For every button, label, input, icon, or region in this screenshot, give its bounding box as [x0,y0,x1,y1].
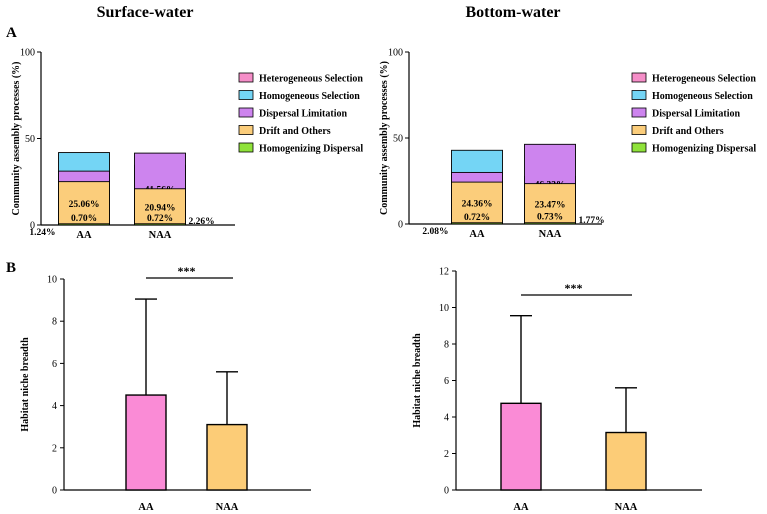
y-tick-label: 4 [444,413,449,424]
chart-bottom-water-stacked: 0 50 100 Community assembly processes (%) 2.… [379,48,756,241]
legend-label: Dispersal Limitation [652,109,740,120]
bar-segment [58,223,110,226]
y-tick-label: 8 [52,317,57,328]
y-tick-label: 10 [439,303,449,314]
bar-segment-label: 1.24% [29,228,55,238]
bar [206,423,248,491]
bar [605,431,647,491]
legend-label: Homogeneous Selection [652,91,753,102]
legend-swatch [631,125,647,135]
chart-bottom-water-niche: 0 2 4 6 8 10 12 Habitat niche breadth AA NAA *** [412,267,702,513]
y-tick-label: 10 [47,275,57,286]
bar-segment-label: 0.72% [464,213,490,223]
y-tick-label: 6 [444,376,449,387]
y-axis-label: Habitat niche breadth [412,333,423,428]
y-tick-label: 12 [439,267,449,278]
x-tick-label: AA [513,502,529,513]
legend-label: Heterogeneous Selection [259,74,363,85]
bar-segment-label: 24.36% [462,200,493,210]
legend-swatch [631,107,647,118]
bar-segment [134,188,186,226]
x-tick-label: NAA [149,230,172,241]
y-tick-label: 0 [52,486,57,497]
legend-label: Homogenizing Dispersal [259,144,363,155]
significance-label: *** [565,281,583,295]
y-tick-label: 4 [52,401,57,412]
y-axis-label: Community assembly processes (%) [379,61,390,215]
y-tick-label: 2 [444,449,449,460]
legend-swatch [238,125,254,135]
bar [500,402,542,491]
legend-label: Heterogeneous Selection [652,74,756,85]
bar-segment [451,222,503,225]
legend-swatch [238,90,254,100]
y-tick-label: 50 [25,134,35,145]
legend-label: Homogeneous Selection [259,91,360,102]
y-tick-label: 0 [30,221,35,232]
legend-label: Dispersal Limitation [259,109,347,120]
bar-segment [524,183,576,225]
x-tick-label: AA [76,230,92,241]
x-tick-label: NAA [539,229,562,240]
y-tick-label: 50 [393,134,403,145]
chart-surface-water-stacked: 0 50 100 Community assembly processes (%) 1.… [11,48,363,242]
bar-segment-label: 2.08% [422,227,448,237]
bar [125,394,167,491]
bar-segment-label: 20.94% [145,203,176,213]
bar-segment [524,222,576,225]
title-surface-water: Surface-water [97,4,194,21]
significance-label: *** [178,264,196,278]
title-bottom-water: Bottom-water [465,4,560,21]
y-axis-label: Community assembly processes (%) [11,62,22,216]
legend-swatch [631,90,647,100]
x-tick-label: AA [138,502,154,513]
bar-segment [134,223,186,226]
y-tick-label: 6 [52,359,57,370]
legend-label: Homogenizing Dispersal [652,144,756,155]
legend-swatch [238,107,254,118]
chart-surface-water-niche: 0 2 4 6 8 10 Habitat niche breadth AA NAA *** [20,264,311,513]
legend-swatch [631,72,647,83]
bar-segment-label: 2.26% [189,217,215,227]
legend-label: Drift and Others [652,126,724,137]
legend-swatch [238,72,254,83]
panel-label-a: A [6,25,17,41]
y-tick-label: 2 [52,443,57,454]
bar-segment-label: 0.72% [147,214,173,224]
bar-segment-label: 1.77% [579,216,605,226]
y-tick-label: 8 [444,340,449,351]
legend-swatch [238,142,254,153]
x-tick-label: NAA [615,502,638,513]
y-tick-label: 100 [20,48,35,59]
legend-swatch [631,142,647,153]
y-axis-label: Habitat niche breadth [20,337,31,432]
y-tick-label: 100 [388,48,403,59]
bar-segment-label: 0.73% [537,213,563,223]
bar-segment-label: 23.47% [535,200,566,210]
x-tick-label: NAA [216,502,239,513]
figure-text-layer: Surface-water Bottom-water A B [6,4,561,276]
panel-label-b: B [6,260,16,276]
y-tick-label: 0 [398,220,403,231]
legend-label: Drift and Others [259,126,331,137]
y-tick-label: 0 [444,486,449,497]
x-tick-label: AA [469,229,485,240]
bar-segment-label: 25.06% [69,200,100,210]
bar-segment-label: 0.70% [71,214,97,224]
